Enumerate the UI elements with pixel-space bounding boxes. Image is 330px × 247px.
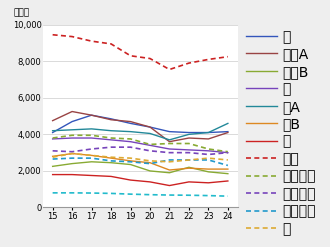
Text: （人）: （人） — [14, 8, 30, 17]
Legend: 文, 経済A, 経済B, 法, 商A, 商B, 医, 理工, 総合政策, 環境情報, 看護医療, 薬: 文, 経済A, 経済B, 法, 商A, 商B, 医, 理工, 総合政策, 環境情… — [247, 30, 316, 236]
